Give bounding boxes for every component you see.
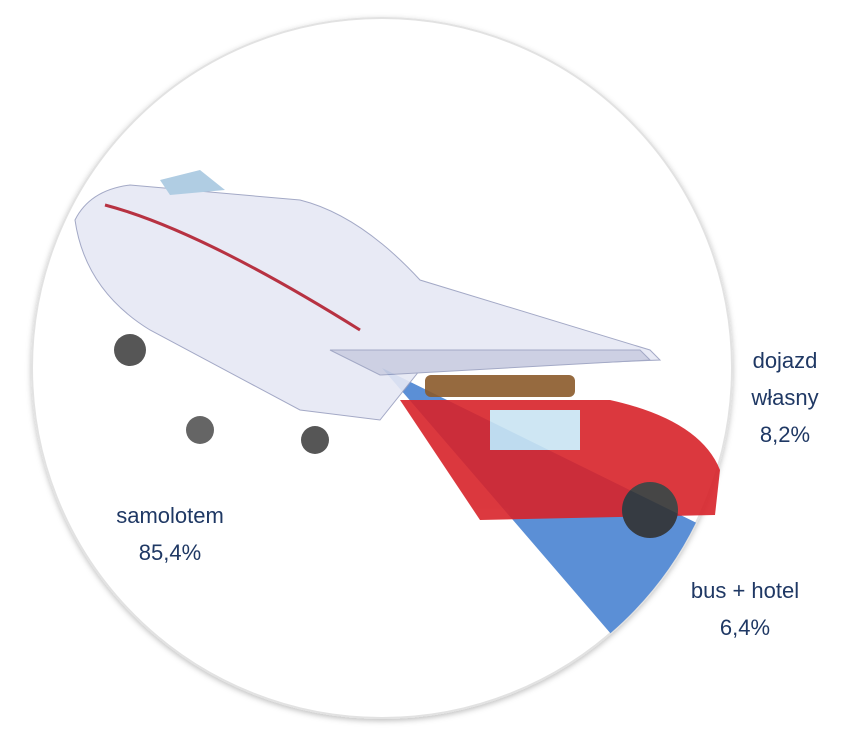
slice-label: bus + hotel	[690, 578, 800, 603]
slice-label: samolotem	[116, 503, 224, 528]
slice-value-label: 8,2%	[759, 422, 811, 447]
slice-value-label: 6,4%	[719, 615, 771, 640]
decoration	[74, 170, 720, 538]
slice-label: dojazd własny	[751, 348, 819, 410]
slice-value-label: 85,4%	[138, 540, 202, 565]
